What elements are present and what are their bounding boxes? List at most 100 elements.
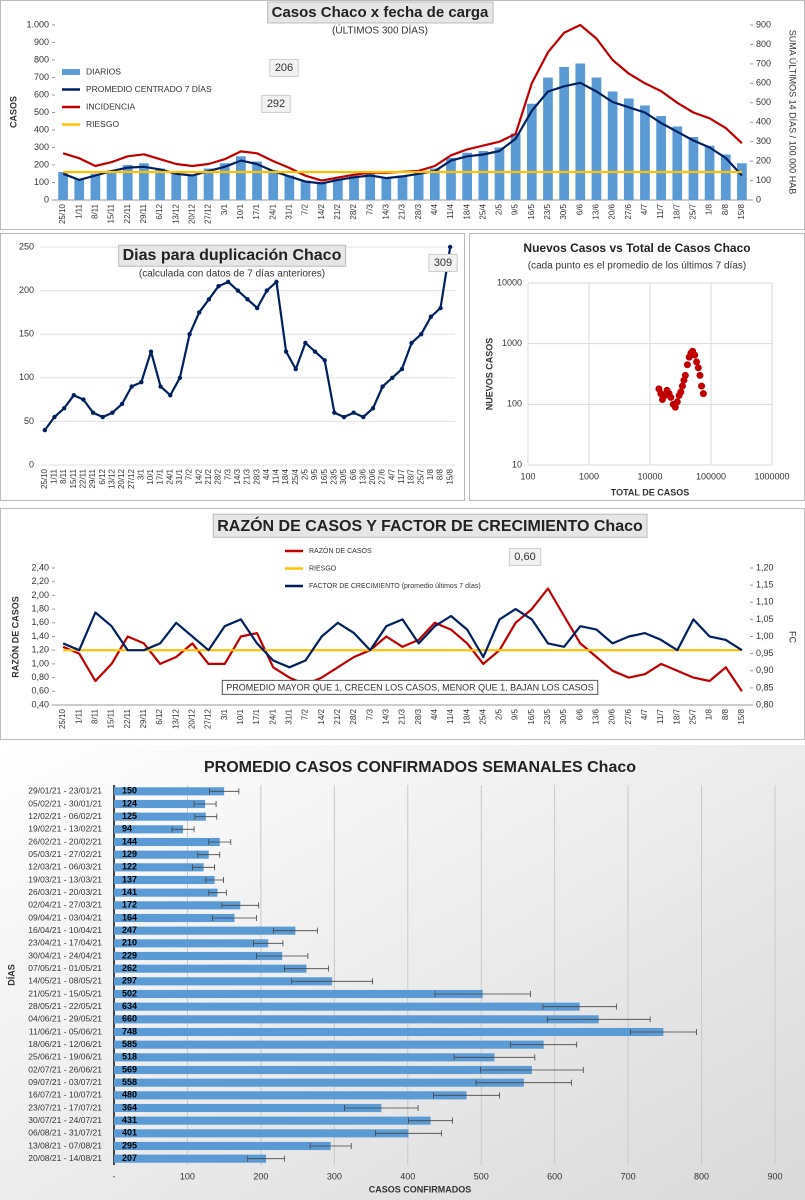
- point: [683, 361, 691, 369]
- y-tick-label: 23/04/21 - 17/04/21: [28, 938, 102, 948]
- y-tick-label: 700: [34, 72, 49, 82]
- bar: [494, 147, 505, 200]
- value-label: 748: [122, 1026, 137, 1036]
- chart-subtitle: (ÚLTIMOS 300 DÍAS): [332, 24, 428, 37]
- value-label: 634: [122, 1001, 137, 1011]
- marker: [61, 406, 67, 411]
- x-tick-label: 25/10: [58, 708, 67, 729]
- bar: [114, 977, 333, 986]
- bar: [114, 1015, 599, 1024]
- y-tick-label: 26/03/21 - 20/03/21: [28, 887, 102, 897]
- x-tick-label: 1/8: [705, 708, 714, 720]
- y2-tick-label: 200: [756, 155, 771, 165]
- x-tick-label: 21/3: [398, 708, 407, 724]
- x-tick-label: 2/5: [301, 468, 310, 480]
- x-tick-label: 10/1: [236, 203, 245, 219]
- x-tick-label: 27/6: [624, 708, 633, 724]
- error-bar: [480, 1067, 584, 1073]
- marker: [81, 397, 86, 402]
- x-tick-label: 21/2: [333, 203, 342, 219]
- x-tick-label: 14/2: [317, 203, 326, 219]
- bar: [720, 154, 731, 200]
- x-tick-label: 18/7: [407, 468, 416, 484]
- value-label: 297: [122, 976, 137, 986]
- error-bar: [309, 1143, 352, 1149]
- bar: [114, 926, 296, 935]
- marker: [390, 375, 395, 380]
- label-box: [267, 1, 494, 24]
- x-tick-label: 8/8: [436, 468, 445, 480]
- y-tick-label: 0: [29, 459, 34, 469]
- label-box: [221, 679, 599, 695]
- x-tick-label: 3/1: [220, 203, 229, 215]
- x-tick-label: 18/4: [281, 468, 290, 484]
- x-tick-label: 13/6: [592, 708, 601, 724]
- marker: [52, 414, 57, 420]
- chart-title: RAZÓN DE CASOS Y FACTOR DE CRECIMIENTO C…: [217, 516, 643, 535]
- x-tick-label: 900: [767, 1171, 782, 1181]
- x-tick-label: 28/2: [214, 468, 223, 484]
- x-tick-label: 3/1: [220, 708, 229, 720]
- y-tick-label: 26/02/21 - 20/02/21: [28, 836, 102, 846]
- marker: [447, 244, 453, 250]
- y-tick-label: 29/01/21 - 23/01/21: [28, 786, 102, 796]
- bar: [446, 158, 456, 200]
- x-tick-label: 16/5: [527, 203, 536, 219]
- x-tick-label: 27/12: [127, 468, 136, 489]
- bar: [114, 1141, 331, 1151]
- x-tick-label: 6/12: [155, 708, 164, 724]
- y-tick-label: 02/07/21 - 26/06/21: [28, 1064, 102, 1074]
- marker: [303, 340, 308, 346]
- y-tick-label: 2,00: [31, 590, 49, 600]
- value-label: 94: [122, 824, 132, 834]
- error-bar: [192, 864, 216, 871]
- x-tick-label: 9/5: [511, 203, 520, 215]
- error-bar: [253, 940, 284, 947]
- x-tick-label: 4/4: [262, 468, 271, 480]
- y2-tick-label: 0,90: [756, 665, 774, 675]
- x-tick-label: 15/8: [737, 708, 746, 724]
- bar: [349, 175, 359, 200]
- x-tick-label: 27/12: [204, 708, 213, 729]
- marker: [129, 384, 134, 389]
- error-bar: [475, 1079, 572, 1086]
- x-tick-label: 4/4: [430, 203, 439, 215]
- x-tick-label: 30/5: [339, 468, 348, 484]
- error-bar: [510, 1041, 578, 1048]
- x-tick-label: 13/6: [592, 203, 601, 219]
- error-bar: [344, 1105, 419, 1111]
- y-tick-label: 1,80: [31, 603, 49, 613]
- x-tick-label: 10/1: [236, 708, 245, 724]
- marker: [110, 410, 115, 415]
- annotation: 206: [275, 62, 293, 74]
- x-tick-label: 6/12: [98, 468, 107, 484]
- label-box: [118, 244, 347, 267]
- bar: [591, 77, 602, 200]
- bar: [90, 173, 101, 200]
- x-tick-label: 27/6: [624, 203, 633, 219]
- x-tick-label: 15/11: [69, 468, 78, 488]
- x-tick-label: 14/3: [381, 708, 390, 724]
- y-tick-label: 30/04/21 - 24/04/21: [28, 950, 102, 960]
- value-label: 569: [122, 1064, 137, 1074]
- value-label: 207: [122, 1153, 137, 1163]
- panel: [0, 508, 805, 740]
- x-tick-label: 20/6: [368, 468, 377, 484]
- marker: [206, 297, 212, 302]
- bar: [114, 989, 483, 999]
- x-tick-label: 700: [621, 1171, 636, 1181]
- x-tick-label: 8/11: [91, 708, 100, 724]
- x-tick-label: 4/7: [387, 468, 396, 480]
- value-label: 585: [122, 1039, 137, 1049]
- bar: [429, 168, 440, 200]
- x-tick-label: 1/8: [705, 203, 714, 215]
- x-tick-label: 4/4: [430, 708, 439, 720]
- y-tick-label: 1.000: [26, 19, 49, 29]
- error-bar: [546, 1016, 651, 1023]
- x-tick-label: 6/6: [575, 708, 584, 720]
- x-tick-label: 6/12: [155, 203, 164, 219]
- chart-title: PROMEDIO CASOS CONFIRMADOS SEMANALES Cha…: [204, 759, 636, 776]
- bar: [114, 1116, 431, 1125]
- x-tick-label: 17/1: [156, 468, 165, 484]
- bar: [122, 165, 133, 200]
